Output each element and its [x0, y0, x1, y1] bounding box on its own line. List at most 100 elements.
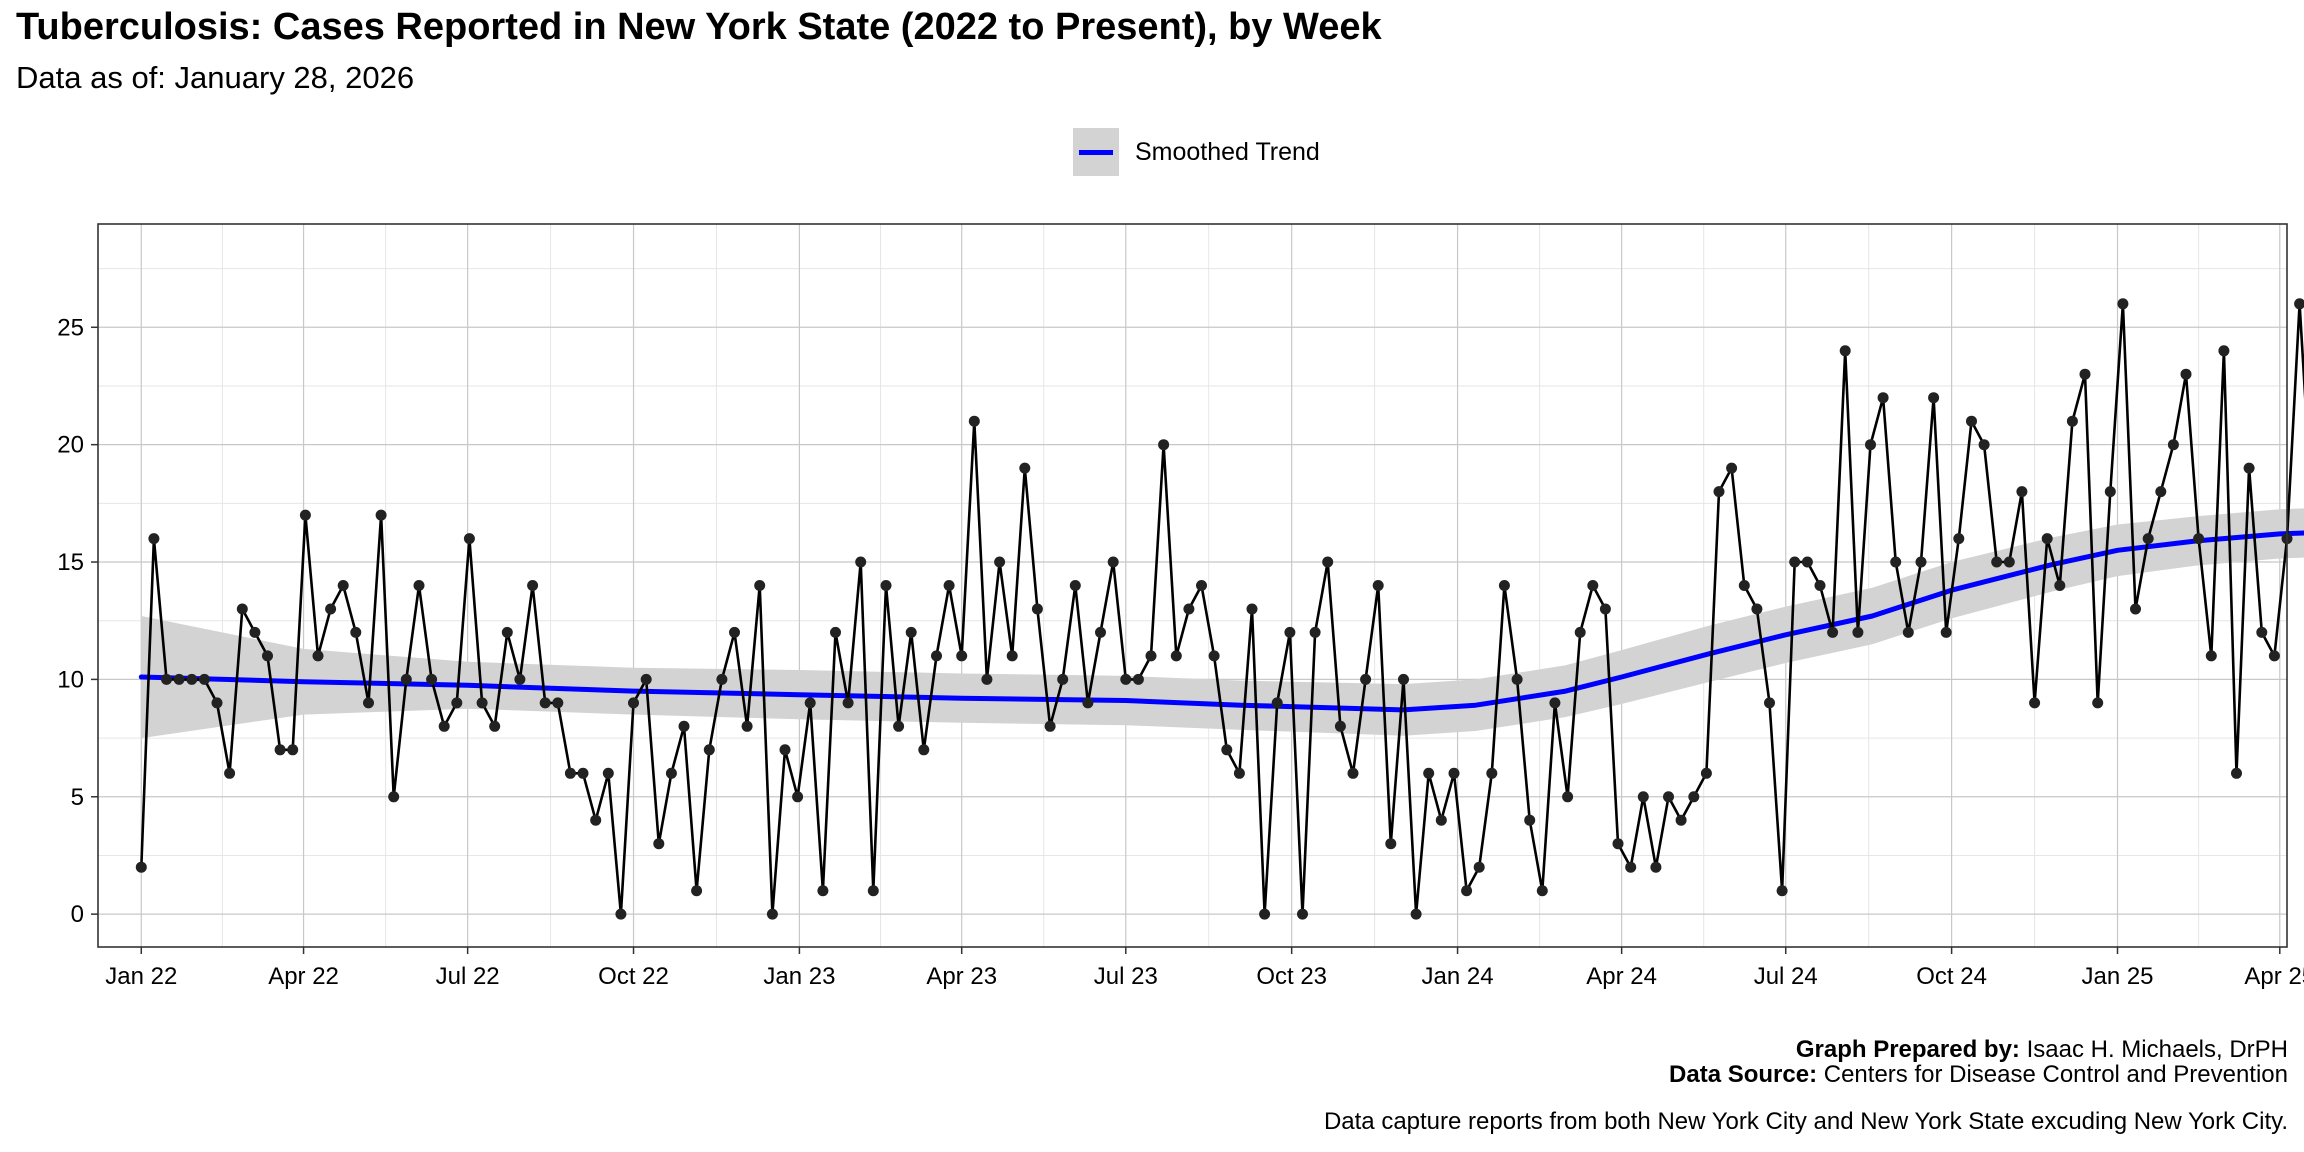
data-point [1498, 580, 1510, 591]
data-point [1940, 626, 1952, 638]
data-point [1322, 556, 1334, 568]
data-point [956, 650, 968, 662]
data-point [1259, 908, 1271, 920]
data-point [2041, 533, 2053, 545]
x-tick-label: Jan 24 [1422, 963, 1494, 990]
data-point [1587, 580, 1599, 591]
data-point [1524, 814, 1536, 826]
data-point [463, 533, 475, 545]
data-point [2256, 626, 2268, 638]
footer-note: Data capture reports from both New York … [1323, 1108, 2288, 1135]
data-point [1183, 603, 1195, 615]
data-point [539, 697, 551, 709]
data-point [729, 626, 740, 638]
data-point [590, 814, 602, 826]
data-point [2294, 298, 2304, 310]
data-point [2268, 650, 2280, 662]
data-point [1574, 626, 1586, 638]
x-tick-label: Oct 22 [598, 963, 669, 990]
data-point [274, 744, 286, 756]
data-point [1006, 650, 1018, 662]
data-point [1461, 885, 1473, 897]
y-tick-label: 25 [57, 314, 84, 341]
x-tick-label: Jul 22 [436, 963, 500, 990]
legend-key-smoothed-trend [1073, 128, 1119, 176]
data-point [741, 720, 753, 732]
chart-subtitle: Data as of: January 28, 2026 [16, 60, 415, 95]
data-point [287, 744, 299, 756]
data-point [1928, 392, 1940, 404]
data-point [1549, 697, 1561, 709]
data-point [1473, 861, 1485, 873]
data-point [804, 697, 816, 709]
data-point [1019, 462, 1031, 474]
data-point [400, 673, 412, 685]
data-point [1738, 580, 1750, 591]
data-point [817, 885, 829, 897]
data-point [691, 885, 703, 897]
data-point [514, 673, 526, 685]
x-tick-label: Jan 23 [763, 963, 835, 990]
data-point [388, 791, 400, 803]
data-point [1839, 345, 1851, 357]
data-point [2092, 697, 2104, 709]
data-point [2142, 533, 2154, 545]
data-point [855, 556, 867, 568]
data-point [2104, 486, 2116, 498]
data-point [1536, 885, 1548, 897]
data-point [577, 767, 589, 779]
data-point [375, 509, 387, 521]
data-point [1776, 885, 1788, 897]
data-point [1511, 673, 1523, 685]
data-point [325, 603, 337, 615]
data-point [426, 673, 438, 685]
data-point [552, 697, 564, 709]
data-point [1170, 650, 1182, 662]
data-point [1915, 556, 1927, 568]
data-point [2243, 462, 2255, 474]
data-point [2205, 650, 2217, 662]
data-point [1398, 673, 1409, 685]
data-point [527, 580, 539, 591]
data-point [564, 767, 576, 779]
data-point [236, 603, 248, 615]
weekly-cases-line [140, 302, 2304, 916]
data-point [968, 415, 980, 427]
data-point [1196, 580, 1207, 591]
data-point [2231, 767, 2242, 779]
data-point [1599, 603, 1611, 615]
data-point [1814, 580, 1826, 591]
data-point [2029, 697, 2041, 709]
data-point [2003, 556, 2015, 568]
data-point [867, 885, 879, 897]
data-point [1637, 791, 1649, 803]
data-point [1095, 626, 1106, 638]
data-point [501, 626, 513, 638]
data-point [476, 697, 488, 709]
data-point [1145, 650, 1157, 662]
data-point [615, 908, 627, 920]
data-point [1360, 673, 1372, 685]
data-point [2079, 368, 2091, 380]
data-point [2054, 580, 2066, 591]
x-tick-label: Jan 22 [105, 963, 177, 990]
data-point [337, 580, 349, 591]
data-point [1877, 392, 1889, 404]
data-point [1751, 603, 1763, 615]
data-point [299, 509, 311, 521]
data-point [716, 673, 728, 685]
data-point [186, 673, 198, 685]
data-point [1953, 533, 1965, 545]
y-tick-label: 0 [71, 901, 84, 928]
data-point [1284, 626, 1296, 638]
data-point [678, 720, 690, 732]
x-tick-label: Oct 23 [1256, 963, 1327, 990]
legend-label: Smoothed Trend [1135, 137, 1320, 166]
data-point [249, 626, 261, 638]
x-tick-label: Apr 24 [1586, 963, 1657, 990]
data-point [1208, 650, 1220, 662]
y-tick-label: 5 [71, 784, 84, 811]
data-point [1675, 814, 1687, 826]
data-point [1902, 626, 1914, 638]
data-point [1991, 556, 2003, 568]
